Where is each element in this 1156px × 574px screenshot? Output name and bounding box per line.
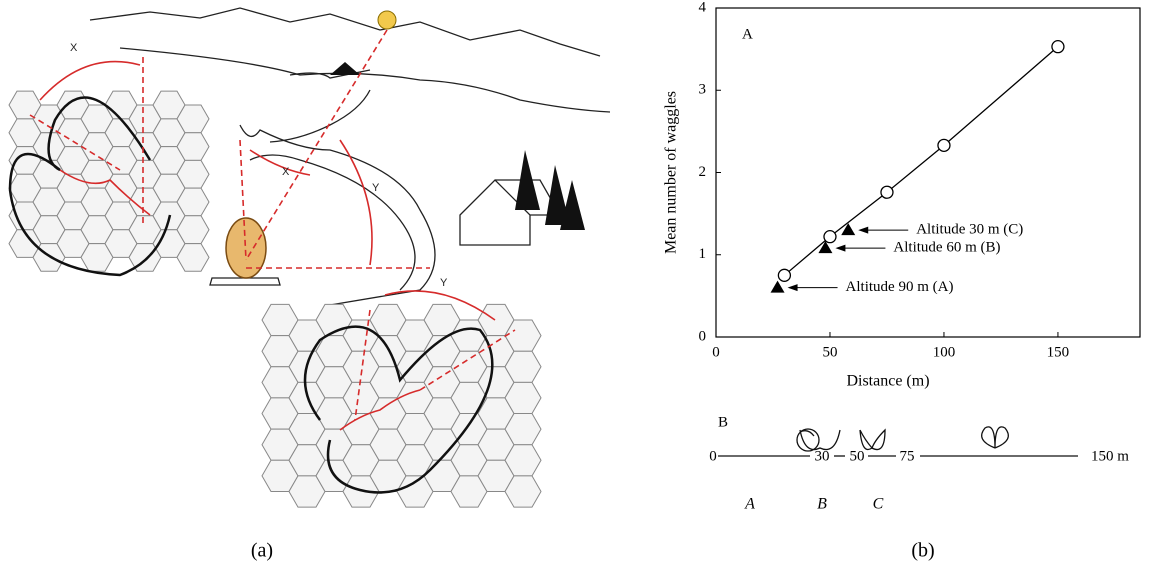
y-axis-label: Mean number of waggles bbox=[663, 91, 680, 254]
sun bbox=[378, 11, 396, 29]
figure: X X Y Y (a) 0 50 100 150 0 1 2 3 4 Distance (m) Me… bbox=[0, 0, 1156, 574]
point bbox=[938, 139, 950, 151]
point bbox=[778, 269, 790, 281]
x-tick-label: 100 bbox=[933, 344, 956, 360]
x-tick-label: 50 bbox=[822, 344, 837, 360]
point bbox=[1052, 41, 1064, 53]
annotation-arrowhead bbox=[788, 284, 798, 291]
segment-label: A bbox=[744, 496, 755, 513]
segment-label: C bbox=[873, 496, 884, 513]
dance-diagram: B 0 30 50 75 150 m A B C bbox=[709, 414, 1129, 512]
angle-label: X bbox=[282, 166, 290, 178]
scale-label: 50 bbox=[850, 448, 865, 464]
y-tick-label: 3 bbox=[699, 82, 707, 98]
y-tick-label: 2 bbox=[699, 164, 707, 180]
annotation: Altitude 30 m (C) bbox=[916, 222, 1023, 238]
chart: 0 50 100 150 0 1 2 3 4 Distance (m) Mean number of… bbox=[663, 0, 1140, 390]
sickle-dance bbox=[860, 430, 885, 450]
caption: (b) bbox=[911, 540, 934, 562]
x-axis-label: Distance (m) bbox=[846, 373, 929, 390]
y-tick-label: 4 bbox=[699, 0, 707, 15]
honeycombs bbox=[9, 91, 541, 507]
panel-label: B bbox=[718, 414, 728, 430]
annotation-arrowhead bbox=[835, 245, 845, 252]
annotation-arrowhead bbox=[858, 227, 868, 234]
point bbox=[881, 186, 893, 198]
scale-line bbox=[718, 427, 1078, 456]
x-tick-label: 0 bbox=[712, 344, 720, 360]
segment-label: B bbox=[817, 496, 827, 513]
point bbox=[771, 281, 785, 293]
y-tick-label: 0 bbox=[699, 328, 707, 344]
ridge bbox=[120, 48, 610, 112]
sickle-dance bbox=[800, 430, 840, 450]
angle-label: Y bbox=[440, 277, 448, 289]
scale-label: 0 bbox=[709, 448, 717, 464]
mountains bbox=[90, 8, 600, 56]
waggle-dance bbox=[982, 427, 1009, 448]
scale-label: 150 m bbox=[1091, 448, 1129, 464]
round-dance-arrow bbox=[800, 431, 814, 436]
point bbox=[824, 231, 836, 243]
house bbox=[460, 180, 560, 245]
river-top bbox=[270, 90, 370, 142]
panel-label: A bbox=[742, 26, 753, 42]
caption: (a) bbox=[251, 540, 273, 562]
annotation: Altitude 60 m (B) bbox=[893, 240, 1000, 256]
angle-label: X bbox=[70, 42, 78, 54]
hive-base bbox=[210, 278, 280, 285]
x-tick-label: 150 bbox=[1047, 344, 1070, 360]
scale-label: 30 bbox=[815, 448, 830, 464]
hive bbox=[226, 218, 266, 278]
angle-label: Y bbox=[372, 182, 380, 194]
scale-label: 75 bbox=[900, 448, 915, 464]
y-tick-label: 1 bbox=[699, 246, 707, 262]
annotation: Altitude 90 m (A) bbox=[846, 279, 954, 295]
river-right-bank bbox=[250, 155, 415, 290]
point bbox=[841, 223, 855, 235]
